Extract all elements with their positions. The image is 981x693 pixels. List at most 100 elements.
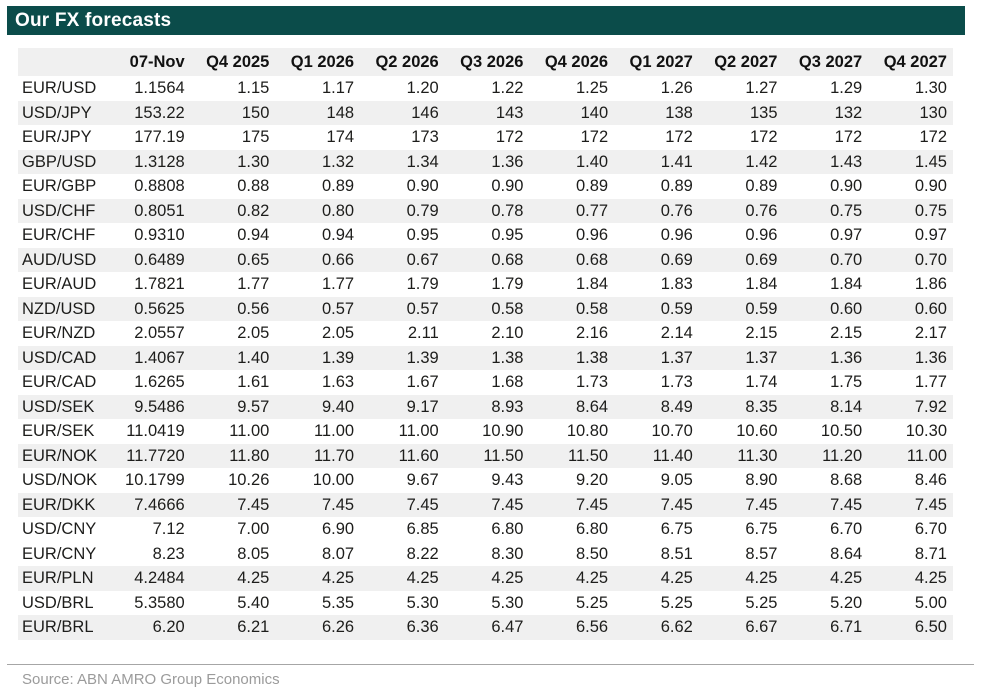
forecast-value-cell: 11.60 xyxy=(360,443,445,468)
forecast-value-cell: 2.14 xyxy=(660,324,693,342)
forecast-value-cell: 8.51 xyxy=(660,544,693,563)
forecast-value-cell: 1.6265 xyxy=(134,373,185,391)
forecast-value-cell: 5.25 xyxy=(660,593,693,612)
forecast-value-cell: 7.45 xyxy=(698,492,784,517)
forecast-value-cell: 1.84 xyxy=(576,275,609,293)
forecast-value-cell: 4.25 xyxy=(783,566,869,591)
forecast-value-cell: 1.34 xyxy=(360,149,445,174)
forecast-value-cell: 150 xyxy=(190,100,276,125)
forecast-value-cell: 1.79 xyxy=(406,275,439,293)
forecast-value-cell: 1.30 xyxy=(914,79,947,97)
forecast-value-cell: 1.74 xyxy=(745,373,778,391)
page-title: Our FX forecasts xyxy=(15,9,172,31)
forecast-value-cell: 0.90 xyxy=(914,177,947,195)
forecast-value-cell: 10.30 xyxy=(905,422,947,440)
forecast-value-cell: 8.35 xyxy=(698,394,784,419)
forecast-value-cell: 1.22 xyxy=(491,79,524,97)
forecast-value-cell: 0.67 xyxy=(360,247,445,272)
forecast-value-cell: 0.79 xyxy=(360,198,445,223)
forecast-value-cell: 4.25 xyxy=(190,566,276,591)
currency-pair-label: EUR/CNY xyxy=(22,544,97,563)
forecast-value-cell: 0.75 xyxy=(868,198,953,223)
table-row: EUR/CHF 0.9310 0.94 0.94 0.95 0.95 0.96 0.96 0.9… xyxy=(18,223,953,248)
forecast-value-cell: 1.67 xyxy=(406,373,439,391)
forecast-value-cell: 11.00 xyxy=(313,422,355,440)
forecast-value-cell: 0.90 xyxy=(830,177,863,195)
forecast-value-cell: 130 xyxy=(868,100,953,125)
forecast-value-cell: 6.36 xyxy=(360,615,445,640)
forecast-value-cell: 1.68 xyxy=(491,373,524,391)
forecast-value-cell: 2.05 xyxy=(321,324,355,342)
forecast-value-cell: 8.57 xyxy=(745,544,778,563)
forecast-value-cell: 10.70 xyxy=(651,422,693,440)
period-column-header: Q4 2027 xyxy=(868,48,953,76)
forecast-value-cell: 4.25 xyxy=(614,566,699,591)
forecast-value-cell: 0.69 xyxy=(614,247,699,272)
forecast-value-cell: 1.39 xyxy=(275,345,361,370)
forecast-value-cell: 0.9310 xyxy=(134,226,185,244)
forecast-value-cell: 2.17 xyxy=(914,324,947,342)
forecast-value-cell: 1.25 xyxy=(576,79,609,97)
forecast-value-cell: 5.25 xyxy=(745,593,778,612)
forecast-value-cell: 1.36 xyxy=(783,345,869,370)
forecast-value-cell: 10.80 xyxy=(566,422,609,440)
forecast-value-cell: 7.12 xyxy=(152,520,185,538)
forecast-value-cell: 0.76 xyxy=(614,198,699,223)
forecast-value-cell: 8.68 xyxy=(830,471,863,489)
source-note: Source: ABN AMRO Group Economics xyxy=(22,671,280,688)
forecast-value-cell: 1.84 xyxy=(745,275,778,293)
currency-pair-label: EUR/USD xyxy=(22,79,97,97)
forecast-value-cell: 10.60 xyxy=(736,422,778,440)
forecast-value-cell: 1.17 xyxy=(321,79,355,97)
forecast-value-cell: 0.76 xyxy=(698,198,784,223)
forecast-value-cell: 6.21 xyxy=(190,615,276,640)
forecast-value-cell: 6.20 xyxy=(106,615,191,640)
forecast-value-cell: 1.40 xyxy=(190,345,276,370)
forecast-value-cell: 1.37 xyxy=(614,345,699,370)
fx-table-body: EUR/USD 1.1564 1.15 1.17 1.20 1.22 1.25 1.26 1.2… xyxy=(18,76,953,640)
forecast-value-cell: 0.8051 xyxy=(106,198,191,223)
forecast-value-cell: 7.92 xyxy=(868,394,953,419)
forecast-value-cell: 0.95 xyxy=(406,226,439,244)
period-column-header: Q2 2026 xyxy=(360,48,445,76)
title-bar: Our FX forecasts xyxy=(7,6,965,35)
forecast-value-cell: 0.80 xyxy=(275,198,361,223)
forecast-value-cell: 0.89 xyxy=(321,177,355,195)
forecast-value-cell: 0.58 xyxy=(444,296,530,321)
footer-divider xyxy=(7,664,974,665)
forecast-value-cell: 5.00 xyxy=(914,593,947,612)
period-column-header: Q3 2026 xyxy=(444,48,530,76)
forecast-value-cell: 0.66 xyxy=(275,247,361,272)
forecast-value-cell: 7.45 xyxy=(868,492,953,517)
forecast-value-cell: 9.17 xyxy=(360,394,445,419)
forecast-value-cell: 0.65 xyxy=(190,247,276,272)
forecast-value-cell: 4.25 xyxy=(444,566,530,591)
forecast-value-cell: 2.16 xyxy=(576,324,609,342)
forecast-value-cell: 0.88 xyxy=(237,177,270,195)
table-row: USD/BRL 5.3580 5.40 5.35 5.30 5.30 5.25 5.25 5.2… xyxy=(18,591,953,616)
table-row: EUR/DKK 7.4666 7.45 7.45 7.45 7.45 7.45 7.45 7.4… xyxy=(18,492,953,517)
forecast-value-cell: 11.30 xyxy=(698,443,784,468)
forecast-value-cell: 6.85 xyxy=(406,520,439,538)
forecast-value-cell: 7.45 xyxy=(360,492,445,517)
forecast-value-cell: 0.97 xyxy=(830,226,863,244)
forecast-value-cell: 1.39 xyxy=(360,345,445,370)
forecast-value-cell: 11.40 xyxy=(614,443,699,468)
currency-pair-label: EUR/CHF xyxy=(22,226,96,244)
forecast-value-cell: 9.05 xyxy=(660,471,693,489)
forecast-value-cell: 0.90 xyxy=(491,177,524,195)
forecast-value-cell: 0.94 xyxy=(321,226,355,244)
forecast-value-cell: 1.32 xyxy=(275,149,361,174)
forecast-value-cell: 10.26 xyxy=(228,471,270,489)
forecast-value-cell: 138 xyxy=(614,100,699,125)
table-row: EUR/SEK 11.0419 11.00 11.00 11.00 10.90 10.80 1… xyxy=(18,419,953,444)
forecast-value-cell: 1.29 xyxy=(830,79,863,97)
table-row: NZD/USD 0.5625 0.56 0.57 0.57 0.58 0.58 0.59 0.5… xyxy=(18,296,953,321)
forecast-value-cell: 8.49 xyxy=(614,394,699,419)
period-column-header: Q3 2027 xyxy=(783,48,869,76)
currency-pair-label: USD/BRL xyxy=(22,593,94,612)
forecast-value-cell: 6.75 xyxy=(660,520,693,538)
forecast-value-cell: 1.30 xyxy=(190,149,276,174)
period-column-header: Q4 2025 xyxy=(190,48,276,76)
